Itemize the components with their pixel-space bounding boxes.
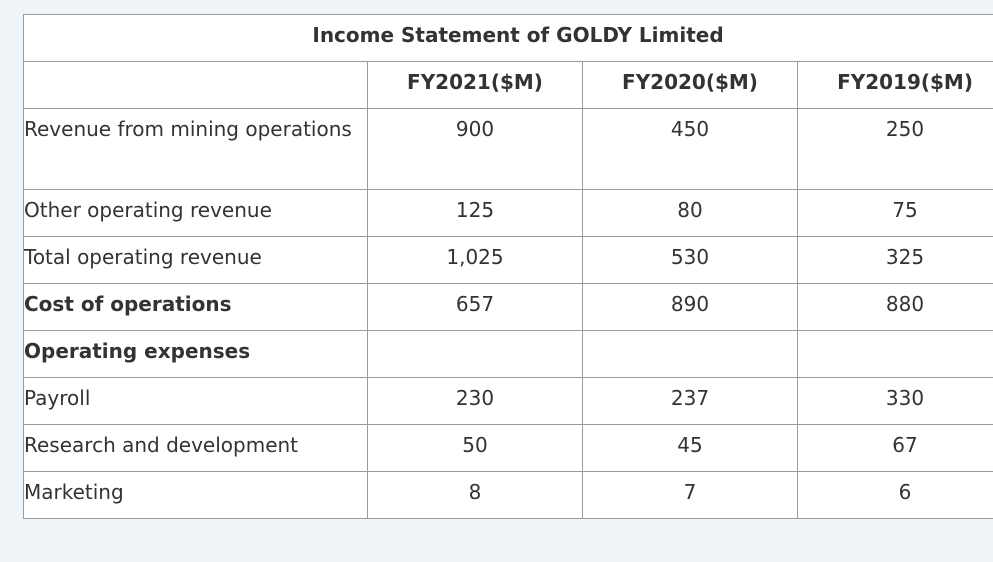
header-row: FY2021($M) FY2020($M) FY2019($M) <box>23 61 993 109</box>
value-cell: 450 <box>582 108 798 190</box>
value-cell: 45 <box>582 424 798 472</box>
value-cell: 80 <box>582 189 798 237</box>
value-cell: 7 <box>582 471 798 519</box>
cell-value: 75 <box>892 198 918 222</box>
row-label: Research and development <box>24 433 299 457</box>
value-cell: 530 <box>582 236 798 284</box>
cell-value: 6 <box>898 480 912 504</box>
value-cell: 237 <box>582 377 798 425</box>
cell-value: 45 <box>677 433 703 457</box>
value-cell: 250 <box>796 108 993 190</box>
cell-value: 450 <box>670 117 710 141</box>
cell-value: 890 <box>670 292 710 316</box>
value-cell: 230 <box>367 377 583 425</box>
header-cell: FY2021($M) <box>367 61 583 109</box>
row-label: Payroll <box>24 386 91 410</box>
value-cell: 900 <box>367 108 583 190</box>
row-label: Total operating revenue <box>24 245 262 269</box>
value-cell: 890 <box>582 283 798 331</box>
value-cell: 6 <box>796 471 993 519</box>
row-label-cell: Cost of operations <box>23 283 368 331</box>
cell-value: 530 <box>670 245 710 269</box>
header-cell: FY2020($M) <box>582 61 798 109</box>
value-cell: 75 <box>796 189 993 237</box>
row-label: Revenue from mining operations <box>24 117 352 141</box>
table-row: Cost of operations 657 890 880 <box>23 283 993 331</box>
table-row: Other operating revenue 125 80 75 <box>23 189 993 237</box>
table-title: Income Statement of GOLDY Limited <box>312 23 724 47</box>
value-cell: 50 <box>367 424 583 472</box>
value-cell: 67 <box>796 424 993 472</box>
row-label-cell: Research and development <box>23 424 368 472</box>
row-label-cell: Marketing <box>23 471 368 519</box>
cell-value: 900 <box>455 117 495 141</box>
table-row: Total operating revenue 1,025 530 325 <box>23 236 993 284</box>
row-label-cell: Payroll <box>23 377 368 425</box>
value-cell <box>367 330 583 378</box>
value-cell: 330 <box>796 377 993 425</box>
table-row: Marketing 8 7 6 <box>23 471 993 519</box>
value-cell: 8 <box>367 471 583 519</box>
value-cell: 1,025 <box>367 236 583 284</box>
cell-value: 237 <box>670 386 710 410</box>
table-row: Operating expenses <box>23 330 993 378</box>
cell-value: 8 <box>468 480 482 504</box>
header-cell: FY2019($M) <box>796 61 993 109</box>
row-label-cell: Other operating revenue <box>23 189 368 237</box>
table-body: Revenue from mining operations 900 450 250 O… <box>23 108 993 519</box>
income-table: Income Statement of GOLDY Limited FY2021… <box>22 14 993 519</box>
header-cell <box>23 61 368 109</box>
row-label: Cost of operations <box>24 292 232 316</box>
value-cell: 125 <box>367 189 583 237</box>
cell-value: 80 <box>677 198 703 222</box>
value-cell <box>796 330 993 378</box>
cell-value: 657 <box>455 292 495 316</box>
cell-value: 7 <box>683 480 697 504</box>
cell-value: 50 <box>462 433 488 457</box>
table-row: Revenue from mining operations 900 450 250 <box>23 108 993 190</box>
value-cell: 657 <box>367 283 583 331</box>
row-label-cell: Total operating revenue <box>23 236 368 284</box>
cell-value: 325 <box>885 245 925 269</box>
value-cell <box>582 330 798 378</box>
cell-value: 1,025 <box>446 245 504 269</box>
table-row: Payroll 230 237 330 <box>23 377 993 425</box>
table-row: Research and development 50 45 67 <box>23 424 993 472</box>
row-label: Operating expenses <box>24 339 251 363</box>
value-cell: 325 <box>796 236 993 284</box>
title-cell: Income Statement of GOLDY Limited <box>22 14 993 62</box>
value-cell: 880 <box>796 283 993 331</box>
column-header: FY2019($M) <box>837 70 973 94</box>
cell-value: 125 <box>455 198 495 222</box>
cell-value: 880 <box>885 292 925 316</box>
column-header: FY2021($M) <box>407 70 543 94</box>
cell-value: 230 <box>455 386 495 410</box>
cell-value: 250 <box>885 117 925 141</box>
column-header: FY2020($M) <box>622 70 758 94</box>
row-label: Other operating revenue <box>24 198 272 222</box>
cell-value: 67 <box>892 433 918 457</box>
row-label-cell: Revenue from mining operations <box>23 108 368 190</box>
row-label-cell: Operating expenses <box>23 330 368 378</box>
cell-value: 330 <box>885 386 925 410</box>
title-row: Income Statement of GOLDY Limited <box>22 14 993 62</box>
row-label: Marketing <box>24 480 124 504</box>
